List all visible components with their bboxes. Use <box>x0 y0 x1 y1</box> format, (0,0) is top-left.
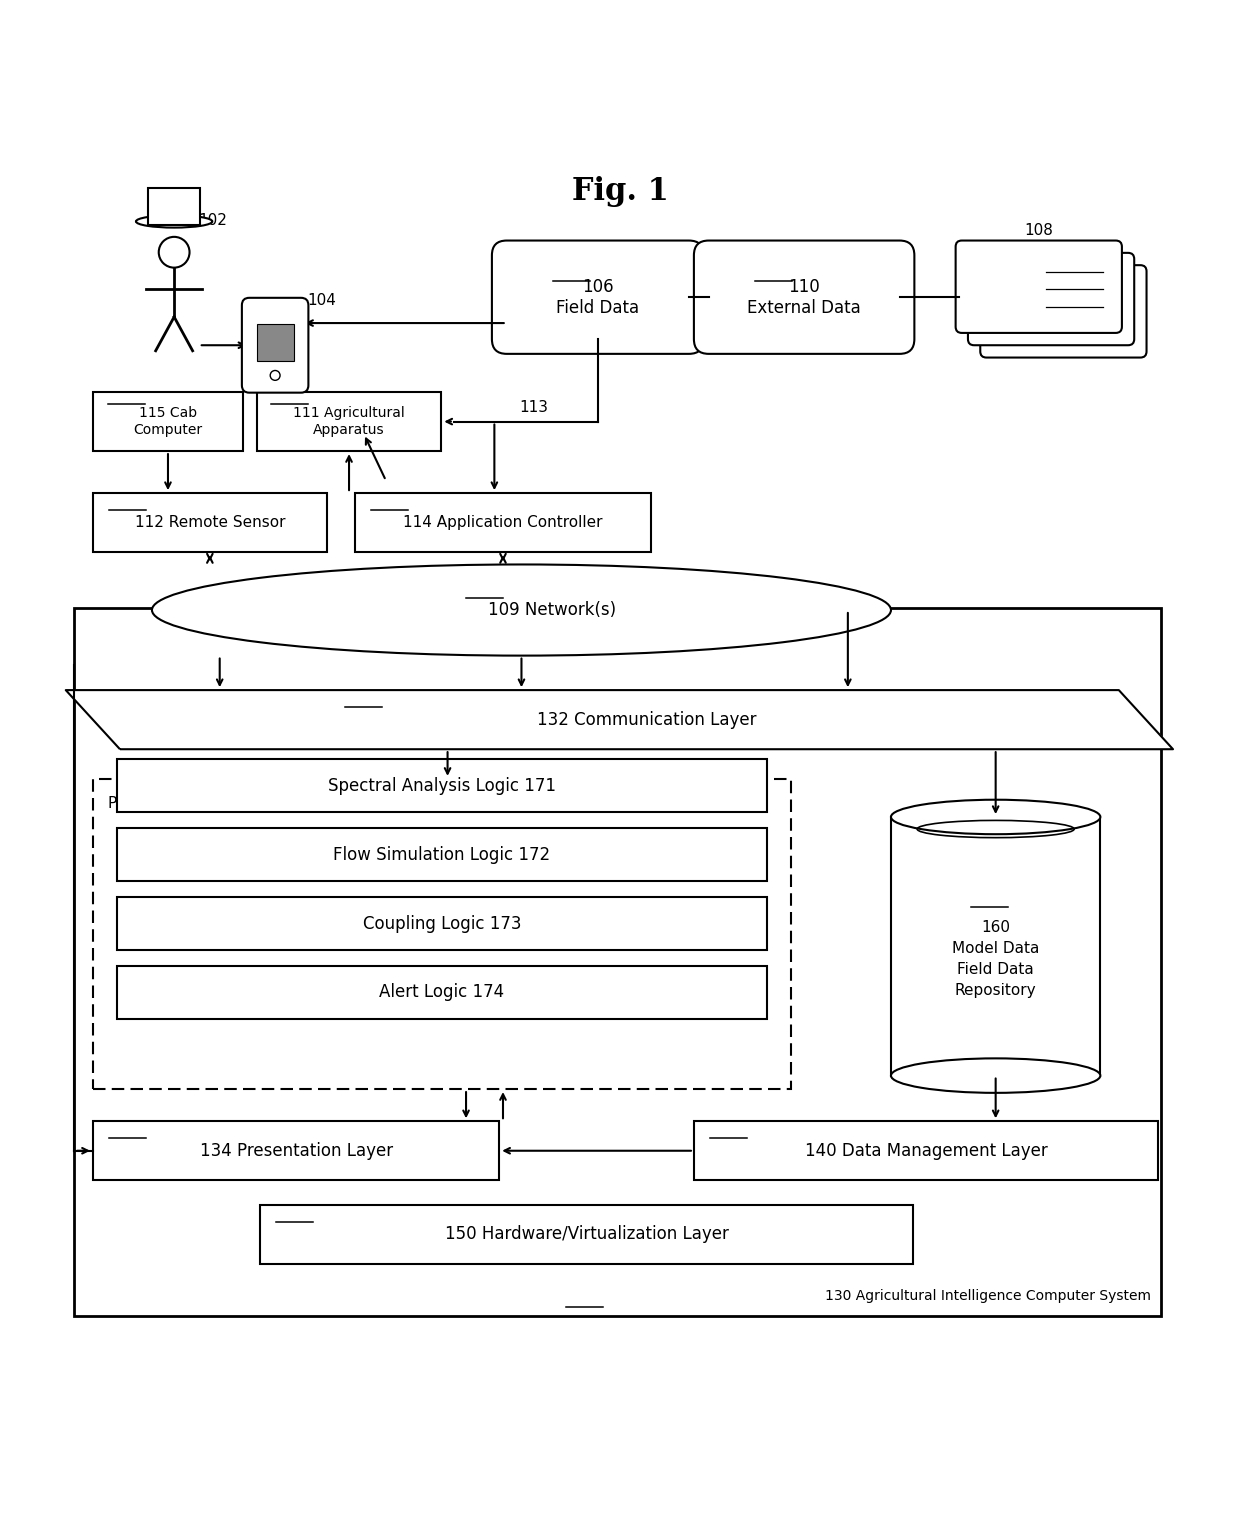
FancyBboxPatch shape <box>981 266 1147 358</box>
Text: 111 Agricultural
Apparatus: 111 Agricultural Apparatus <box>293 406 405 437</box>
Text: 102: 102 <box>198 214 228 228</box>
FancyBboxPatch shape <box>74 608 1161 1316</box>
Text: 134 Presentation Layer: 134 Presentation Layer <box>200 1141 393 1160</box>
Text: 110
External Data: 110 External Data <box>748 278 861 316</box>
Text: 104: 104 <box>308 293 336 309</box>
Text: Fig. 1: Fig. 1 <box>572 176 668 206</box>
Bar <box>257 324 294 361</box>
Text: 140 Data Management Layer: 140 Data Management Layer <box>805 1141 1048 1160</box>
Text: 150 Hardware/Virtualization Layer: 150 Hardware/Virtualization Layer <box>445 1225 729 1244</box>
FancyBboxPatch shape <box>93 393 243 451</box>
Ellipse shape <box>892 799 1100 834</box>
Bar <box>892 817 1100 1076</box>
Ellipse shape <box>892 1059 1100 1093</box>
Text: 112 Remote Sensor: 112 Remote Sensor <box>135 515 285 530</box>
Text: 113: 113 <box>520 400 548 416</box>
Ellipse shape <box>136 215 212 228</box>
Circle shape <box>270 370 280 380</box>
Text: 132 Communication Layer: 132 Communication Layer <box>537 711 756 729</box>
FancyBboxPatch shape <box>492 240 704 354</box>
Ellipse shape <box>153 564 892 656</box>
Text: 109 Network(s): 109 Network(s) <box>489 601 616 619</box>
Text: Coupling Logic 173: Coupling Logic 173 <box>363 914 521 932</box>
FancyBboxPatch shape <box>694 240 914 354</box>
Text: 160
Model Data
Field Data
Repository: 160 Model Data Field Data Repository <box>952 920 1039 998</box>
FancyBboxPatch shape <box>355 494 651 552</box>
Text: Flow Simulation Logic 172: Flow Simulation Logic 172 <box>334 845 551 863</box>
FancyBboxPatch shape <box>93 494 327 552</box>
Text: 130 Agricultural Intelligence Computer System: 130 Agricultural Intelligence Computer S… <box>825 1290 1151 1303</box>
FancyBboxPatch shape <box>93 1122 500 1180</box>
Text: 106
Field Data: 106 Field Data <box>557 278 640 316</box>
Circle shape <box>159 237 190 267</box>
Text: 115 Cab
Computer: 115 Cab Computer <box>134 406 202 437</box>
FancyBboxPatch shape <box>242 298 309 393</box>
FancyBboxPatch shape <box>118 966 766 1019</box>
FancyBboxPatch shape <box>118 759 766 811</box>
FancyBboxPatch shape <box>149 188 200 225</box>
FancyBboxPatch shape <box>956 240 1122 333</box>
FancyBboxPatch shape <box>257 393 441 451</box>
FancyBboxPatch shape <box>694 1122 1158 1180</box>
Text: Alert Logic 174: Alert Logic 174 <box>379 984 505 1001</box>
Text: Spectral Analysis Logic 171: Spectral Analysis Logic 171 <box>329 776 556 795</box>
Text: Ponding Water Detection Subsystem 170: Ponding Water Detection Subsystem 170 <box>108 796 422 811</box>
Text: 108: 108 <box>1024 223 1053 238</box>
FancyBboxPatch shape <box>260 1206 913 1264</box>
Polygon shape <box>66 691 1173 749</box>
Text: 114 Application Controller: 114 Application Controller <box>403 515 603 530</box>
FancyBboxPatch shape <box>118 897 766 950</box>
FancyBboxPatch shape <box>968 252 1135 345</box>
Bar <box>93 779 791 1089</box>
FancyBboxPatch shape <box>118 828 766 882</box>
